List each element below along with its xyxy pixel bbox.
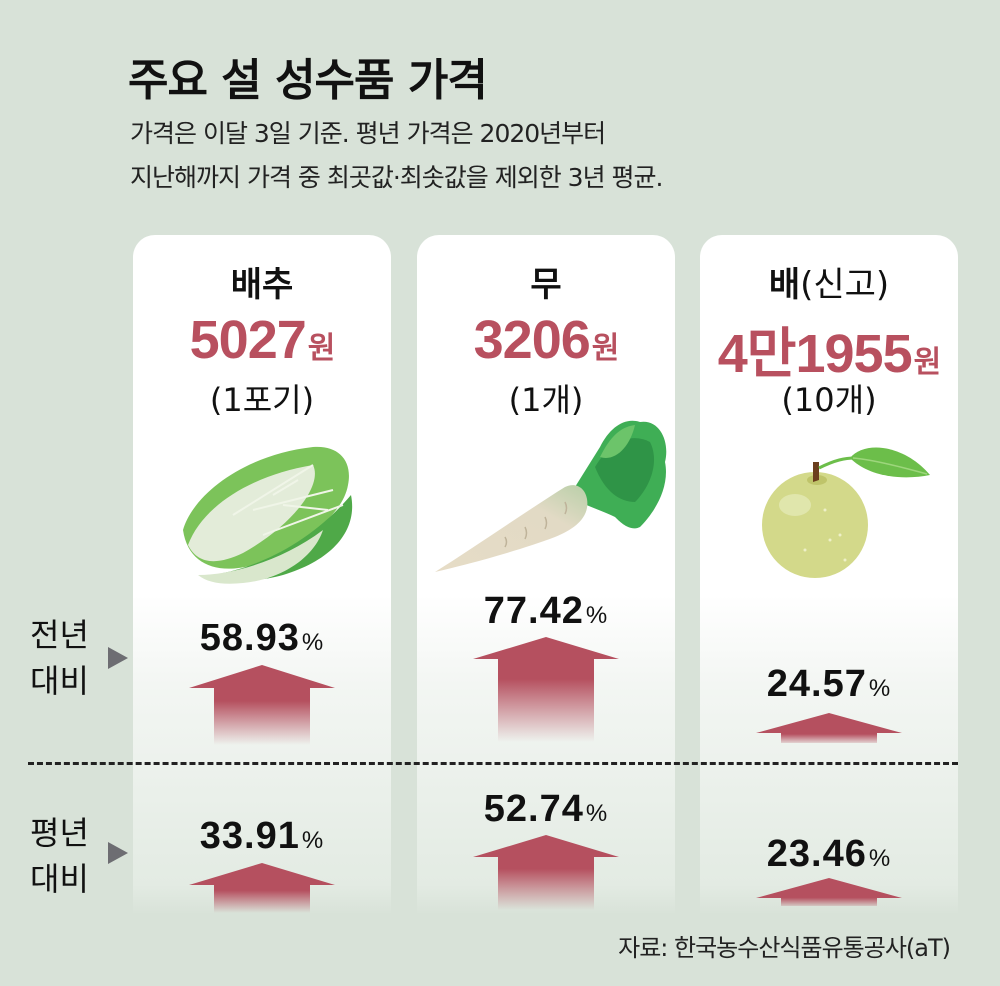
item-name-sub: (신고) bbox=[800, 265, 890, 305]
vs-normal-percent: 33.91% bbox=[133, 815, 391, 858]
item-name-text: 무 bbox=[530, 265, 562, 305]
currency-unit: 원 bbox=[591, 331, 620, 366]
pct-value: 23.46 bbox=[766, 833, 867, 875]
triangle-pointer-icon bbox=[108, 842, 128, 864]
napa-cabbage-icon bbox=[183, 446, 353, 584]
up-arrow-icon bbox=[189, 863, 335, 913]
pct-value: 24.57 bbox=[766, 663, 867, 705]
item-card-radish: 무 3206원 (1개) 77.42% 52.74% bbox=[417, 235, 675, 915]
up-arrow-icon bbox=[756, 713, 902, 743]
pct-value: 52.74 bbox=[483, 788, 584, 830]
item-name-text: 배 bbox=[768, 265, 801, 305]
row-label-line: 대비 bbox=[30, 662, 89, 700]
pct-value: 58.93 bbox=[199, 617, 300, 659]
chart-subtitle: 가격은 이달 3일 기준. 평년 가격은 2020년부터 지난해까지 가격 중 … bbox=[130, 112, 663, 200]
pct-value: 77.42 bbox=[483, 590, 584, 632]
item-card-pear: 배(신고) 4만1955원 (10개) 24.57% 23.46% bbox=[700, 235, 958, 915]
pct-sign: % bbox=[585, 800, 609, 827]
item-unit: (10개) bbox=[781, 381, 877, 419]
row-label-line: 대비 bbox=[30, 860, 89, 898]
up-arrow-icon bbox=[189, 665, 335, 745]
item-name: 무 bbox=[417, 257, 675, 306]
item-unit: (1포기) bbox=[209, 381, 315, 419]
pct-sign: % bbox=[585, 602, 609, 629]
yoy-percent: 24.57% bbox=[700, 663, 958, 706]
item-card-cabbage: 배추 5027원 (1포기) 58.93% 33.91% bbox=[133, 235, 391, 915]
item-name: 배추 bbox=[133, 257, 391, 306]
item-name-text: 배추 bbox=[230, 265, 294, 305]
pct-sign: % bbox=[301, 827, 325, 854]
yoy-percent: 58.93% bbox=[133, 617, 391, 660]
pear-icon bbox=[762, 447, 930, 578]
pct-sign: % bbox=[868, 845, 892, 872]
item-unit: (1개) bbox=[508, 381, 584, 419]
yoy-percent: 77.42% bbox=[417, 590, 675, 633]
price-value: 4만1955 bbox=[717, 324, 913, 384]
item-price: 4만1955원 bbox=[700, 309, 958, 388]
currency-unit: 원 bbox=[913, 345, 942, 380]
row-label-normal-year: 평년 대비 bbox=[30, 810, 89, 902]
price-value: 5027 bbox=[189, 310, 307, 370]
pct-value: 33.91 bbox=[199, 815, 300, 857]
up-arrow-icon bbox=[756, 878, 902, 906]
row-divider-dashed bbox=[28, 762, 958, 765]
triangle-pointer-icon bbox=[108, 647, 128, 669]
pct-sign: % bbox=[301, 629, 325, 656]
chart-title: 주요 설 성수품 가격 bbox=[128, 55, 488, 106]
subtitle-line-1: 가격은 이달 3일 기준. 평년 가격은 2020년부터 bbox=[130, 119, 606, 148]
row-label-prev-year: 전년 대비 bbox=[30, 612, 89, 704]
source-note: 자료: 한국농수산식품유통공사(aT) bbox=[618, 934, 951, 962]
radish-icon bbox=[435, 420, 667, 572]
row-label-line: 전년 bbox=[30, 616, 89, 654]
item-price: 5027원 bbox=[133, 309, 391, 371]
item-price: 3206원 bbox=[417, 309, 675, 371]
row-label-line: 평년 bbox=[30, 814, 89, 852]
vs-normal-percent: 52.74% bbox=[417, 788, 675, 831]
subtitle-line-2: 지난해까지 가격 중 최곳값·최솟값을 제외한 3년 평균. bbox=[130, 163, 663, 192]
currency-unit: 원 bbox=[307, 331, 336, 366]
up-arrow-icon bbox=[473, 637, 619, 742]
vs-normal-percent: 23.46% bbox=[700, 833, 958, 876]
up-arrow-icon bbox=[473, 835, 619, 910]
item-name: 배(신고) bbox=[700, 257, 958, 306]
pct-sign: % bbox=[868, 675, 892, 702]
price-value: 3206 bbox=[473, 310, 591, 370]
